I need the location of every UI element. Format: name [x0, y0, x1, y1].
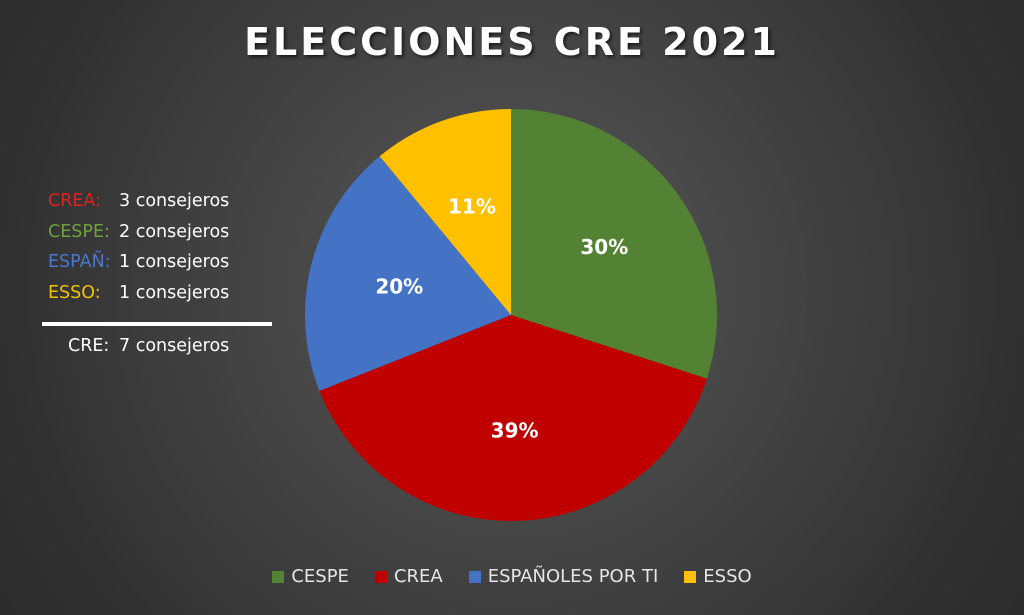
data-label-espanoles-por-ti: 20% — [375, 274, 423, 298]
chart-title: ELECCIONES CRE 2021 — [244, 20, 780, 64]
pie-slice-espanoles-por-ti — [304, 156, 511, 391]
seat-count-esso: 1 consejeros — [119, 282, 230, 303]
seat-summary: CREA: 3 consejeros CESPE: 2 consejeros ESP… — [48, 186, 229, 308]
seat-party-espan: ESPAÑ: — [48, 252, 111, 272]
legend-swatch-cespe — [272, 570, 285, 583]
seat-party-esso: ESSO: — [48, 282, 101, 303]
seat-line-esso: ESSO: 1 consejeros — [48, 278, 229, 309]
seat-party-crea: CREA: — [48, 191, 101, 211]
seat-total-count: 7 consejeros — [119, 336, 230, 356]
legend-item-crea: CREA — [374, 566, 443, 587]
seat-count-crea: 3 consejeros — [119, 191, 230, 211]
legend-item-esso: ESSO — [684, 566, 752, 587]
legend-swatch-crea — [374, 570, 387, 583]
legend-label-crea: CREA — [393, 566, 443, 587]
seat-divider — [42, 322, 272, 326]
seat-line-cespe: CESPE: 2 consejeros — [48, 217, 229, 248]
legend-label-espanoles-por-ti: ESPAÑOLES POR TI — [487, 566, 659, 587]
data-label-cespe: 30% — [580, 235, 628, 259]
legend-swatch-esso — [684, 570, 697, 583]
legend-swatch-espanoles-por-ti — [468, 570, 481, 583]
legend-item-espanoles-por-ti: ESPAÑOLES POR TI — [468, 566, 659, 587]
legend-label-cespe: CESPE — [291, 566, 349, 587]
data-label-crea: 39% — [491, 418, 539, 442]
legend-label-esso: ESSO — [703, 566, 752, 587]
pie-slice-cespe — [511, 109, 717, 379]
seat-count-cespe: 2 consejeros — [119, 221, 230, 242]
legend-item-cespe: CESPE — [272, 566, 349, 587]
pie-slice-esso — [379, 109, 511, 315]
seat-line-crea: CREA: 3 consejeros — [48, 186, 229, 217]
chart-legend: CESPE CREA ESPAÑOLES POR TI ESSO — [0, 566, 1024, 587]
seat-count-espan: 1 consejeros — [119, 252, 230, 272]
seat-total-label: CRE: — [68, 336, 110, 356]
seat-total: CRE: 7 consejeros — [68, 336, 229, 356]
pie-slice-crea — [319, 315, 707, 521]
data-label-esso: 11% — [448, 194, 496, 218]
seat-line-espan: ESPAÑ: 1 consejeros — [48, 247, 229, 278]
seat-party-cespe: CESPE: — [48, 221, 110, 242]
